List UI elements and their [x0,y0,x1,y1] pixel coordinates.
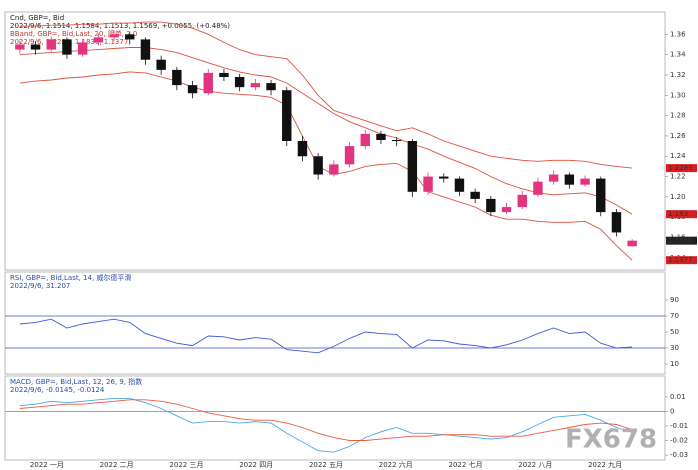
y-tick-label: 1.28 [670,112,686,120]
candle-body [454,178,465,192]
x-axis-label: 2022 八月 [518,461,552,469]
candle-body [391,139,402,141]
candle-body [62,39,72,55]
x-axis-label: 2022 五月 [309,461,343,469]
candle-body [360,133,370,147]
candle-body [125,34,135,40]
candle-body [15,44,25,50]
candle-body [93,37,104,43]
y-tick-label: 1.20 [670,193,686,201]
candle-body [501,207,512,213]
candle-body [156,59,166,70]
candle-body [172,69,182,86]
rsi-title: RSI, GBP=, Bid,Last, 14, 威尔德平滑 [10,273,131,282]
band-title: BBand, GBP=, Bid,Last, 20, 简单, 2.0 [10,29,137,38]
x-axis-label: 2022 二月 [100,461,134,469]
candle-body [46,39,56,50]
y-tick-label: 30 [670,344,679,352]
series-line [19,71,633,261]
candle-body [470,191,480,199]
y-tick-label: 0.01 [670,393,686,401]
price-label: 1.1569 [668,237,693,245]
price-subtitle: 2022/9/6, 1.1514, 1.1584, 1.1513, 1.1569… [10,22,230,30]
rsi-panel [4,271,666,375]
macd-panel [4,375,666,461]
candle-body [250,83,261,88]
y-tick-label: 10 [670,360,679,368]
macd-subtitle: 2022/9/6, -0.0145, -0.0124 [10,386,105,394]
y-tick-label: 1.22 [670,173,686,181]
candle-body [140,39,151,60]
candle-body [77,42,88,55]
band-value-label: 1.2283 [668,164,693,172]
y-tick-label: 70 [670,312,679,320]
candle-body [564,174,575,185]
candle-body [187,85,198,94]
candle-body [376,133,386,140]
candle-body [548,174,559,182]
watermark: FX678 [565,425,657,455]
candle-body [282,90,292,141]
candle-body [596,178,606,213]
series-line [19,47,633,215]
candle-body [533,181,543,195]
candle-body [486,198,496,213]
candle-body [203,72,213,94]
candle-body [234,76,245,88]
candle-body [407,141,418,192]
x-axis-label: 2022 三月 [169,461,203,469]
band-value-box [666,164,697,173]
series-line [19,397,633,453]
candle-body [266,83,276,91]
series-line [19,318,633,354]
y-tick-label: 1.24 [670,152,686,160]
rsi-subtitle: 2022/9/6, 31.207 [10,282,70,290]
y-tick-label: 1.32 [670,71,686,79]
price-title: Cnd, GBP=, Bid [10,14,64,22]
y-tick-label: 1.30 [670,91,686,99]
y-tick-label: -0.02 [670,437,688,445]
macd-title: MACD, GBP=, Bid,Last, 12, 26, 9, 指数 [10,377,142,386]
y-tick-label: 50 [670,328,679,336]
candle-body [580,178,590,185]
x-axis-label: 2022 一月 [30,461,64,469]
y-tick-label: 1.36 [670,30,686,38]
candle-body [627,240,637,247]
candle-body [219,72,229,77]
candle-body [313,156,323,175]
band-value-box [666,210,697,219]
series-line [19,21,633,169]
band-value-label: 1.183 [668,210,688,218]
candle-body [109,34,119,38]
x-axis-label: 2022 六月 [379,460,413,469]
candle-body [423,176,433,192]
y-tick-label: 1.34 [670,51,686,59]
price-panel [4,11,666,271]
band-value-box [666,256,697,265]
y-tick-label: 1.26 [670,132,686,140]
candle-body [517,194,527,208]
band-value-label: 1.1377 [668,256,693,264]
candle-body [611,212,622,233]
y-tick-label: -0.01 [670,422,688,430]
candle-body [344,146,355,165]
series-line [19,399,633,441]
y-tick-label: 0 [670,407,674,415]
x-axis-label: 2022 七月 [449,460,483,469]
candle-body [297,141,308,157]
price-box [666,236,697,245]
candle-body [439,176,449,179]
x-axis-label: 2022 九月 [588,460,622,469]
candle-body [329,164,339,175]
x-axis-label: 2022 四月 [239,461,273,469]
y-tick-label: 90 [670,296,679,304]
candle-body [30,44,41,50]
y-tick-label: -0.03 [670,451,688,459]
